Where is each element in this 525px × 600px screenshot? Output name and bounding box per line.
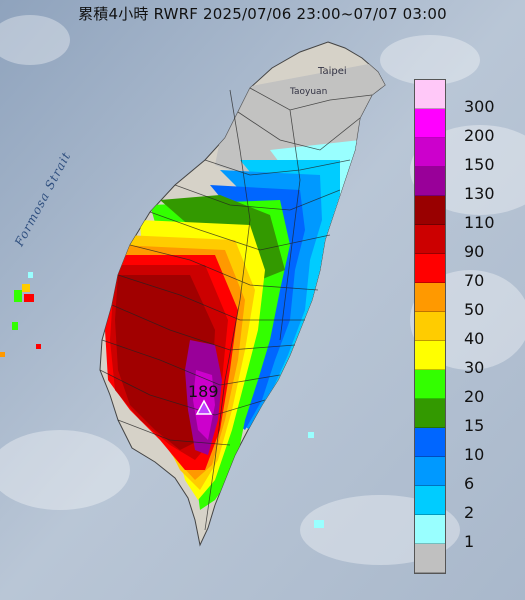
taoyuan-label: Taoyuan	[290, 87, 328, 97]
legend-swatch	[415, 370, 445, 399]
county-boundaries	[99, 87, 373, 531]
legend-swatch	[415, 486, 445, 515]
legend-label: 300	[464, 97, 495, 116]
legend-label: 2	[464, 503, 475, 522]
legend-label: 30	[464, 358, 485, 377]
legend-swatch	[415, 515, 445, 544]
legend-swatch	[415, 138, 445, 167]
legend-swatch	[415, 196, 445, 225]
legend-label: 110	[464, 213, 495, 232]
legend-swatch	[415, 80, 445, 109]
legend-label: 20	[464, 387, 485, 406]
legend-swatch	[415, 428, 445, 457]
legend-swatch	[415, 399, 445, 428]
penghu-islands	[0, 272, 41, 357]
legend-swatch	[415, 167, 445, 196]
legend-swatch	[415, 312, 445, 341]
legend-swatch	[415, 254, 445, 283]
legend-label: 70	[464, 271, 485, 290]
legend-color-bar	[414, 79, 446, 574]
legend-swatch	[415, 283, 445, 312]
legend-label: 6	[464, 474, 475, 493]
legend-swatch	[415, 341, 445, 370]
legend-label: 1	[464, 532, 475, 551]
legend-label: 130	[464, 184, 495, 203]
legend-label: 15	[464, 416, 485, 435]
legend-swatch	[415, 544, 445, 573]
orchid-island	[314, 520, 324, 528]
legend-swatch	[415, 109, 445, 138]
legend-label: 90	[464, 242, 485, 261]
triangle-icon	[195, 399, 213, 415]
legend-label: 200	[464, 126, 495, 145]
legend-label: 40	[464, 329, 485, 348]
green-island	[308, 432, 314, 438]
peak-value: 189	[188, 382, 219, 401]
legend-label: 150	[464, 155, 495, 174]
map-title: 累積4小時 RWRF 2025/07/06 23:00~07/07 03:00	[78, 5, 447, 23]
legend-swatch	[415, 225, 445, 254]
legend-label: 10	[464, 445, 485, 464]
legend-label: 50	[464, 300, 485, 319]
taipei-label: Taipei	[318, 66, 347, 77]
legend-swatch	[415, 457, 445, 486]
